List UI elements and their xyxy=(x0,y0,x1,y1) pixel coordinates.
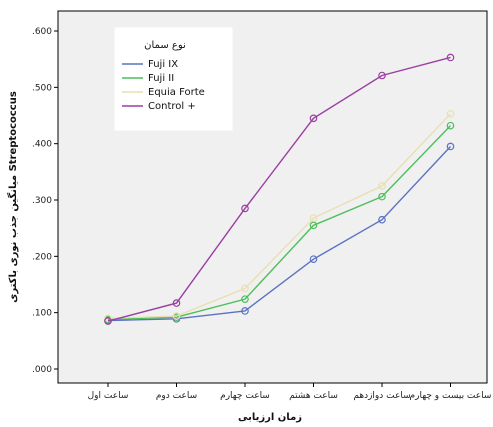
legend-label: Equia Forte xyxy=(148,87,205,98)
x-tick-label: ساعت چهارم xyxy=(220,391,270,401)
legend-label: Fuji II xyxy=(148,73,174,84)
series-line xyxy=(107,146,452,322)
y-tick-label: .600 xyxy=(32,27,52,37)
data-point xyxy=(172,299,181,307)
data-point xyxy=(172,312,181,320)
data-point xyxy=(241,295,249,303)
data-point xyxy=(446,110,455,118)
y-tick-label: .100 xyxy=(32,309,52,319)
legend-title: نوع سمان xyxy=(144,40,186,51)
data-point xyxy=(241,284,249,293)
x-tick-label: ساعت هشتم xyxy=(289,391,338,401)
y-tick-label: .200 xyxy=(32,252,52,262)
data-point xyxy=(104,317,112,325)
series-line xyxy=(107,113,452,319)
data-point xyxy=(309,221,318,230)
series-layer xyxy=(104,53,455,325)
x-tick-label: ساعت دوازدهم xyxy=(353,391,410,401)
data-point xyxy=(309,214,318,222)
y-tick-label: .000 xyxy=(32,365,52,375)
data-point xyxy=(446,121,455,130)
data-point xyxy=(378,192,386,201)
legend-items: Fuji IX Fuji II Equia Forte Control + xyxy=(122,59,205,112)
data-point xyxy=(446,53,455,62)
series-control xyxy=(104,53,455,325)
data-point xyxy=(378,71,386,80)
x-axis-ticks: ساعت اول ساعت دوم ساعت چهارم ساعت هشتم ساعت … xyxy=(88,383,492,401)
series-line xyxy=(107,125,452,321)
data-point xyxy=(309,114,318,123)
y-tick-label: .400 xyxy=(32,140,52,150)
x-tick-label: ساعت اول xyxy=(88,391,129,401)
series-equia-forte xyxy=(104,110,455,323)
legend-label: Control + xyxy=(148,101,196,112)
legend-label: Fuji IX xyxy=(148,59,178,70)
data-point xyxy=(309,255,318,263)
data-point xyxy=(378,182,386,190)
x-axis-title: زمان ارزیابی xyxy=(238,412,302,423)
y-tick-label: .300 xyxy=(32,196,52,206)
x-tick-label: ساعت دوم xyxy=(156,391,197,401)
legend: نوع سمان Fuji IX Fuji II Equia Forte Contro… xyxy=(114,27,233,131)
y-axis-ticks: .000 .100 .200 .300 .400 .500 .600 xyxy=(32,27,58,375)
data-point xyxy=(104,314,112,323)
x-tick-label: ساعت بیست و چهارم xyxy=(410,391,492,401)
y-axis-title: میانگین جذب نوری باکتری Streptococcus xyxy=(6,91,19,303)
data-point xyxy=(446,142,455,151)
data-point xyxy=(378,215,386,224)
y-tick-label: .500 xyxy=(32,83,52,93)
series-line xyxy=(107,56,451,322)
legend-box xyxy=(114,27,233,131)
data-point xyxy=(241,307,249,315)
data-point xyxy=(241,204,249,213)
